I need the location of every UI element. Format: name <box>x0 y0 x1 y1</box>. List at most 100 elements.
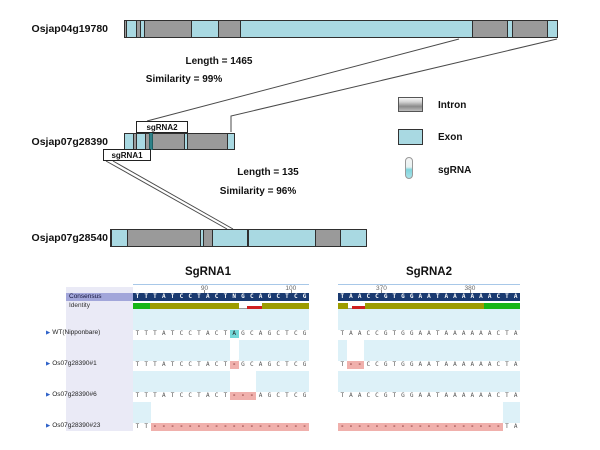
identity-gap <box>348 308 352 309</box>
sequence-letter: T <box>153 361 157 368</box>
sequence-letter: A <box>461 392 466 399</box>
sequence-letter: A <box>444 330 449 337</box>
sequence-letter: G <box>383 392 388 399</box>
sequence-gap: - <box>229 423 239 431</box>
sequence-gap: - <box>459 423 468 431</box>
sequence-letter: G <box>267 361 272 368</box>
consensus-base: G <box>267 293 272 300</box>
sequence-letter: A <box>513 423 518 430</box>
sequence-letter: A <box>479 361 483 368</box>
chromatogram-trace <box>133 404 151 423</box>
exon-segment <box>247 229 316 247</box>
sequence-gap: - <box>485 423 494 431</box>
consensus-base: T <box>170 293 175 300</box>
sequence-letter: A <box>205 330 210 337</box>
gene-label: Osjap04g19780 <box>31 23 108 35</box>
consensus-base: C <box>375 293 379 300</box>
homology-connector-line <box>146 38 460 122</box>
exon-segment <box>339 229 367 247</box>
exon-segment <box>125 20 137 38</box>
consensus-base: N <box>232 293 236 300</box>
sequence-letter: T <box>505 392 509 399</box>
trace-background <box>133 371 230 392</box>
identity-olive <box>364 303 484 309</box>
exon-segment <box>199 229 204 247</box>
sequence-letter: C <box>214 361 219 368</box>
sequence-letter: A <box>427 330 431 337</box>
sgrna1-callout: sgRNA1 <box>103 149 151 161</box>
identity-green <box>483 303 520 309</box>
sequence-gap: - <box>346 361 356 369</box>
trace-background <box>133 402 151 423</box>
similarity-annotation: Similarity = 99% <box>145 74 223 85</box>
exon-segment <box>506 20 513 38</box>
sequence-letter: T <box>392 361 397 368</box>
sequence-gap: - <box>229 392 239 400</box>
sgrna-site-marker <box>148 133 153 150</box>
sequence-gap: - <box>494 423 503 431</box>
gene-label: Osjap07g28390 <box>31 135 108 148</box>
consensus-base: A <box>349 293 353 300</box>
sequence-letter: A <box>357 330 362 337</box>
ruler-tick-label: 100 <box>285 285 297 292</box>
row-label-text: Os07g28390#1 <box>52 360 97 367</box>
sequence-gap: - <box>256 423 265 431</box>
sequence-letter: C <box>214 330 219 337</box>
panel-title-sgrna1: SgRNA1 <box>184 266 231 278</box>
sequence-letter: A <box>513 361 518 368</box>
legend-sgrna-icon <box>405 157 413 179</box>
exon-segment <box>239 20 473 38</box>
play-icon: ▶ <box>46 361 51 367</box>
sgrna2-callout: sgRNA2 <box>136 121 188 133</box>
consensus-base: A <box>427 293 431 300</box>
sequence-gap: - <box>346 423 356 431</box>
sequence-gap: - <box>185 423 195 431</box>
sequence-letter: A <box>479 392 483 399</box>
sequence-gap: - <box>229 361 239 369</box>
consensus-base: A <box>258 293 263 300</box>
sequence-gap: - <box>177 423 186 431</box>
sequence-gap: - <box>338 423 347 431</box>
identity-label: Identity <box>69 301 90 309</box>
row-label-text: Os07g28390#23 <box>52 422 101 429</box>
sequence-gap: - <box>194 423 204 431</box>
sequence-letter: T <box>197 392 201 399</box>
consensus-strip <box>338 293 520 301</box>
sequence-letter: T <box>135 361 140 368</box>
sequence-letter: A <box>487 392 492 399</box>
row-label: ▶ Os07g28390#6 <box>46 391 97 399</box>
row-label-text: WT(Nipponbare) <box>52 329 101 336</box>
consensus-base: G <box>409 293 414 300</box>
consensus-base: A <box>461 293 466 300</box>
sequence-gap: - <box>168 423 177 431</box>
row-label: ▶ WT(Nipponbare) <box>46 329 100 337</box>
sequence-gap: - <box>282 423 292 431</box>
consensus-base: T <box>153 293 157 300</box>
sequence-letter: G <box>401 361 405 368</box>
sequence-gap: - <box>433 423 442 431</box>
chromatogram-trace <box>502 404 520 423</box>
consensus-label: Consensus <box>69 293 102 300</box>
sequence-letter: T <box>135 330 140 337</box>
sequence-letter: A <box>461 330 466 337</box>
alignment-label-column: Consensus Identity <box>66 287 133 431</box>
sequence-letter: C <box>188 330 192 337</box>
exon-segment <box>546 20 558 38</box>
legend-label-sgrna: sgRNA <box>438 165 472 176</box>
homology-connector-line <box>230 38 558 132</box>
sequence-letter: A <box>205 392 210 399</box>
consensus-base: A <box>161 293 166 300</box>
consensus-base: C <box>366 293 371 300</box>
identity-red <box>351 306 365 309</box>
consensus-base: T <box>392 293 397 300</box>
sequence-letter: T <box>170 392 175 399</box>
consensus-base: T <box>135 293 140 300</box>
sequence-gap: - <box>355 361 364 369</box>
identity-olive <box>338 303 348 309</box>
consensus-base: T <box>340 293 345 300</box>
sequence-letter: G <box>302 330 307 337</box>
sequence-letter: T <box>505 423 509 430</box>
sequence-gap: - <box>450 423 460 431</box>
sequence-letter: C <box>188 392 192 399</box>
sequence-letter: C <box>375 361 379 368</box>
